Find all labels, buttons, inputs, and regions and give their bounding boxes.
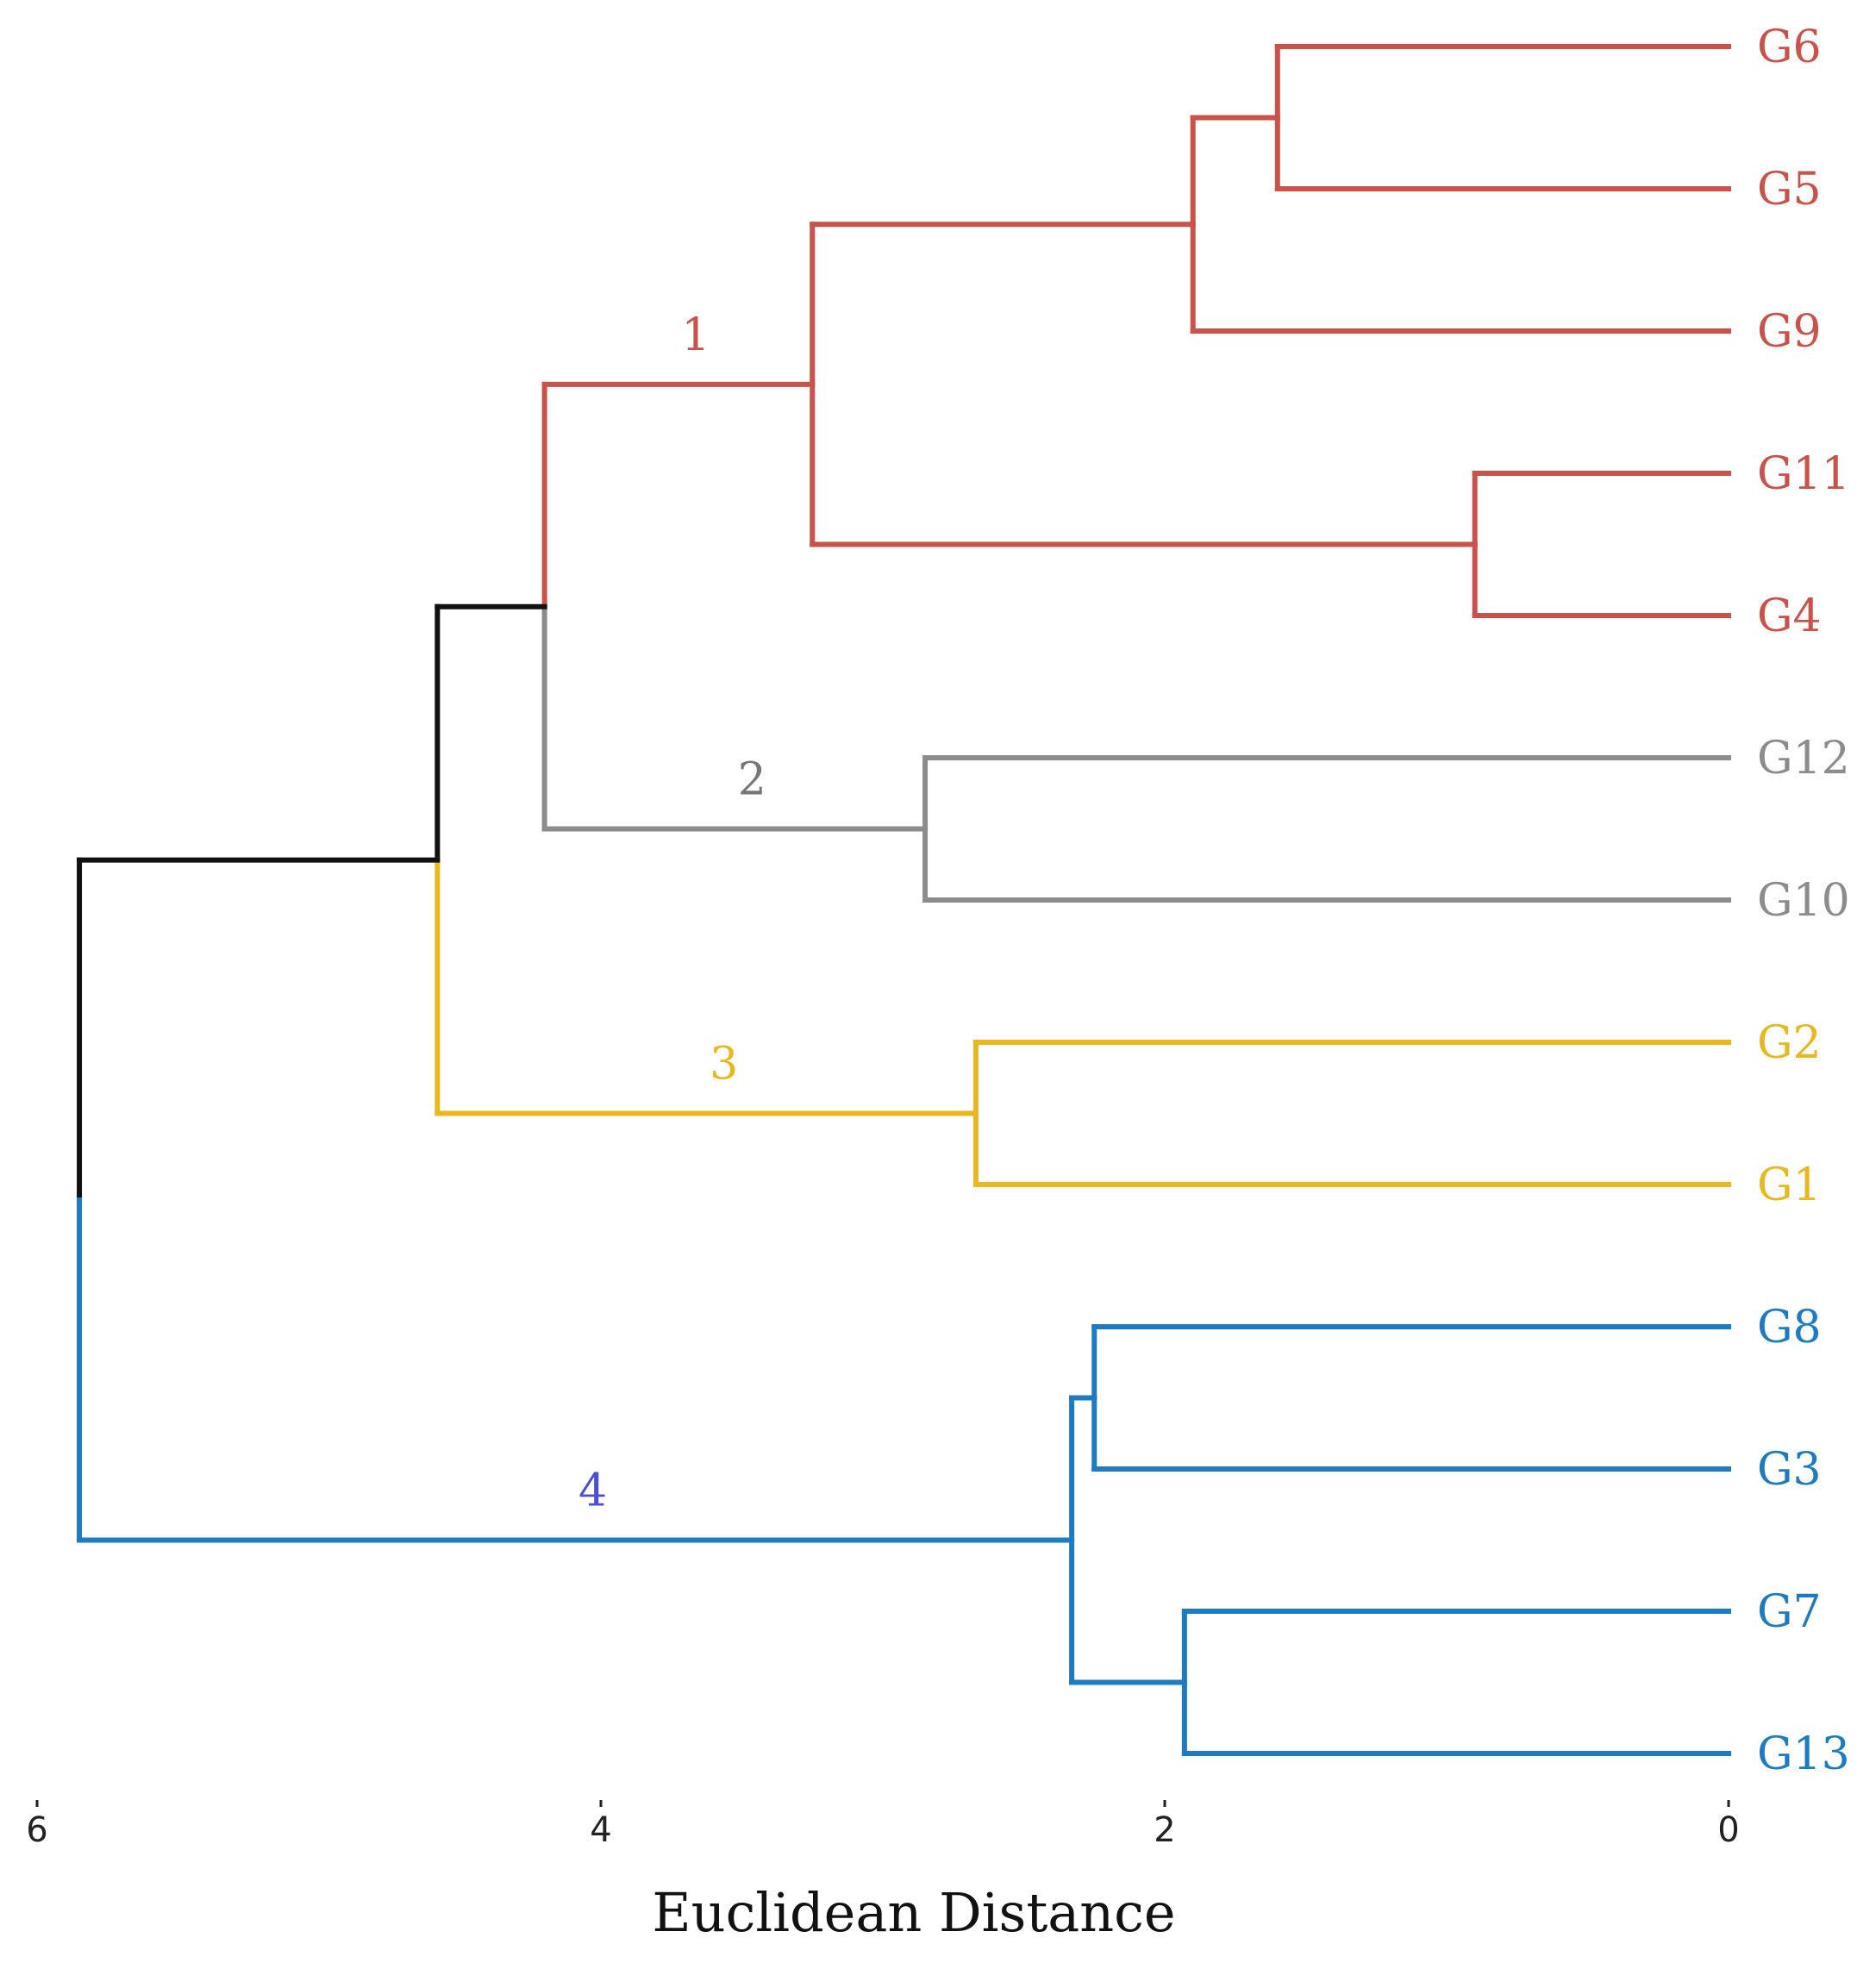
x-tick-label-2: 2 bbox=[1154, 1810, 1175, 1850]
cluster-labels: 1 2 3 4 bbox=[578, 309, 766, 1517]
cluster-label-1: 1 bbox=[681, 309, 710, 361]
leaf-label-g12: G12 bbox=[1757, 733, 1850, 784]
x-tick-label-0: 0 bbox=[1717, 1810, 1739, 1850]
cluster-label-2: 2 bbox=[738, 754, 766, 806]
leaf-label-g13: G13 bbox=[1757, 1728, 1850, 1780]
x-axis-title: Euclidean Distance bbox=[652, 1881, 1175, 1944]
x-tick-label-4: 4 bbox=[590, 1810, 611, 1850]
leaf-label-g9: G9 bbox=[1757, 306, 1822, 358]
x-axis: 6 4 2 0 bbox=[26, 1800, 1740, 1850]
leaf-labels: G6 G5 G9 G11 G4 G12 G10 G2 G1 G8 G3 G7 G13 bbox=[1757, 22, 1850, 1780]
cluster-label-3: 3 bbox=[710, 1039, 738, 1091]
leaf-label-g1: G1 bbox=[1757, 1160, 1822, 1211]
leaf-label-g7: G7 bbox=[1757, 1586, 1822, 1638]
leaf-label-g6: G6 bbox=[1757, 22, 1822, 73]
leaf-label-g8: G8 bbox=[1757, 1302, 1822, 1353]
leaf-label-g4: G4 bbox=[1757, 591, 1822, 642]
leaf-label-g10: G10 bbox=[1757, 875, 1850, 927]
dendrogram-branches bbox=[77, 44, 1731, 1756]
leaf-label-g2: G2 bbox=[1757, 1017, 1822, 1069]
leaf-label-g3: G3 bbox=[1757, 1444, 1822, 1496]
x-tick-label-6: 6 bbox=[26, 1810, 47, 1850]
cluster-label-4: 4 bbox=[578, 1466, 607, 1517]
leaf-label-g5: G5 bbox=[1757, 164, 1822, 216]
leaf-label-g11: G11 bbox=[1757, 448, 1850, 500]
